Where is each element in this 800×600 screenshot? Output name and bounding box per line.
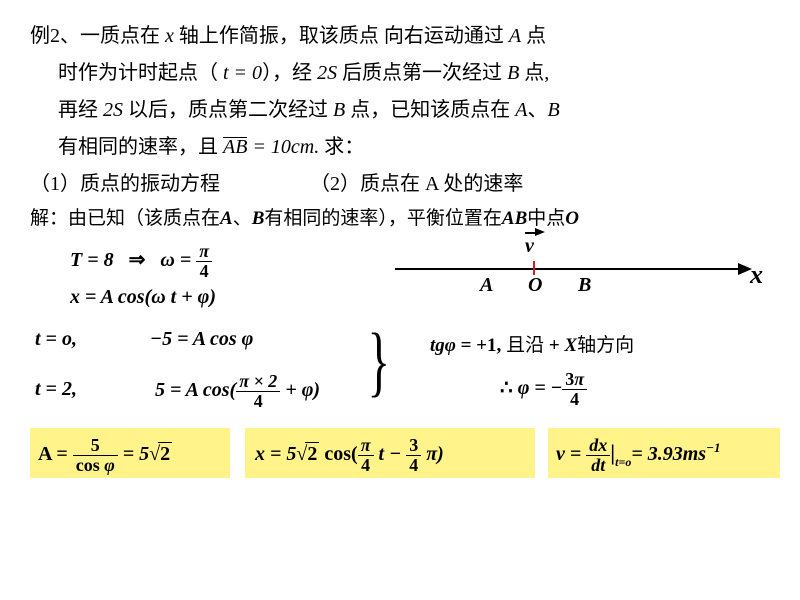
text: 、 xyxy=(233,208,252,229)
exp-neg1: −1 xyxy=(706,440,720,455)
eq-T8: T = 8 ⇒ ω = π4 xyxy=(70,242,212,281)
eq-v-result: v = dxdt|t=o= 3.93ms−1 xyxy=(556,436,720,475)
eq-amplitude: A = 5cos φ = 52 xyxy=(38,436,172,475)
text: v = xyxy=(556,443,581,465)
den-4: 4 xyxy=(406,455,421,475)
sub-t0: t=o xyxy=(615,455,631,469)
text: 有相同的速率，且 xyxy=(58,136,223,158)
implies-icon: ⇒ xyxy=(129,249,146,271)
text: ω = xyxy=(160,249,191,271)
text: 以后，质点第二次经过 xyxy=(123,99,333,121)
text: π) xyxy=(421,443,444,465)
brace-icon: } xyxy=(367,322,389,400)
var-x: x xyxy=(165,25,174,47)
text: 后质点第一次经过 xyxy=(337,62,507,84)
vec-arrowhead-icon xyxy=(535,228,545,236)
den-4: 4 xyxy=(236,391,280,411)
text: = 3.93ms xyxy=(631,443,706,465)
problem-line-5: （1）质点的振动方程 （2）质点在 A 处的速率 xyxy=(30,166,770,203)
text: cos( xyxy=(319,443,357,465)
den-4: 4 xyxy=(562,389,587,409)
vec-overline xyxy=(525,232,535,234)
axis-A-label: A xyxy=(480,274,493,297)
eq-minus5: −5 = A cos φ xyxy=(150,328,253,351)
eq-t0: t = o, xyxy=(35,328,77,351)
problem-line-2: 时作为计时起点（ t = 0），经 2S 后质点第一次经过 B 点, xyxy=(30,55,770,92)
var-AB: AB xyxy=(502,208,527,229)
question-2: （2）质点在 A 处的速率 xyxy=(310,173,523,195)
text: x = 5 xyxy=(255,443,296,465)
eq-x-result: x = 52 cos(π4 t − 34 π) xyxy=(255,436,444,475)
problem-line-1: 例2、一质点在 x 轴上作简振，取该质点 向右运动通过 A 点 xyxy=(30,18,770,55)
var-2S: 2S xyxy=(103,99,123,121)
var-A: A xyxy=(515,99,527,121)
text: 时作为计时起点（ xyxy=(58,62,223,84)
text: T = 8 xyxy=(70,249,114,271)
vec-v-label: v xyxy=(525,235,534,258)
text: 点 xyxy=(521,25,546,47)
text: = 5 xyxy=(123,443,149,465)
sqrt-2: 2 xyxy=(305,442,319,465)
var-B: B xyxy=(333,99,345,121)
num-5: 5 xyxy=(73,436,118,455)
text: 再经 xyxy=(58,99,103,121)
text: 5 = A cos( xyxy=(155,379,236,401)
text: 点，已知该质点在 xyxy=(345,99,515,121)
sqrt-2: 2 xyxy=(158,442,172,465)
eq-plus5: 5 = A cos(π × 24 + φ) xyxy=(155,372,320,411)
text: 点, xyxy=(519,62,549,84)
eq-t2: t = 2, xyxy=(35,378,77,401)
problem-line-3: 再经 2S 以后，质点第二次经过 B 点，已知该质点在 A、B xyxy=(30,92,770,129)
var-2S: 2S xyxy=(317,62,337,84)
text: 、 xyxy=(527,99,547,121)
den-4: 4 xyxy=(196,261,212,281)
text: 轴上作简振，取该质点 向右运动通过 xyxy=(174,25,509,47)
problem-line-4: 有相同的速率，且 AB = 10cm. 求： xyxy=(30,129,770,166)
eq-phi: ∴ φ = −3π4 xyxy=(500,370,587,409)
var-B: B xyxy=(507,62,519,84)
num-dx: dx xyxy=(586,436,610,455)
den-dt: dt xyxy=(586,455,610,475)
eq-tg: tgφ = +1, 且沿 + X轴方向 xyxy=(430,330,634,357)
origin-tick xyxy=(533,261,535,275)
axis-B-label: B xyxy=(578,274,591,297)
text: 例2、一质点在 xyxy=(30,25,165,47)
num-pi: π xyxy=(196,242,212,261)
text: 解：由已知（该质点在 xyxy=(30,208,220,229)
var-B: B xyxy=(547,99,559,121)
var-A: A xyxy=(220,208,233,229)
problem-statement: 例2、一质点在 x 轴上作简振，取该质点 向右运动通过 A 点 时作为计时起点（… xyxy=(0,0,800,203)
eq-10cm: = 10cm. xyxy=(247,136,319,158)
text: + φ) xyxy=(280,379,320,401)
eq-x-cos: x = A cos(ω t + φ) xyxy=(70,286,216,309)
var-O: O xyxy=(565,208,579,229)
num-3: 3 xyxy=(406,436,421,455)
solution-intro: 解：由已知（该质点在A、B有相同的速率），平衡位置在AB中点O xyxy=(0,203,800,230)
var-AB: AB xyxy=(223,137,247,157)
var-A: A xyxy=(509,25,521,47)
den-4: 4 xyxy=(358,455,374,475)
x-axis-line xyxy=(395,268,740,270)
text: 中点 xyxy=(527,208,565,229)
var-t0: t = 0 xyxy=(223,62,262,84)
var-B: B xyxy=(252,208,265,229)
text: 求： xyxy=(319,136,364,158)
num-pi2: π × 2 xyxy=(236,372,280,391)
question-1: （1）质点的振动方程 xyxy=(30,173,220,195)
axis-x-label: x xyxy=(750,260,763,290)
num-pi: π xyxy=(358,436,374,455)
text: t − xyxy=(374,443,402,465)
text: ），经 xyxy=(262,62,317,84)
axis-O-label: O xyxy=(528,274,542,297)
text: 有相同的速率），平衡位置在 xyxy=(264,208,502,229)
